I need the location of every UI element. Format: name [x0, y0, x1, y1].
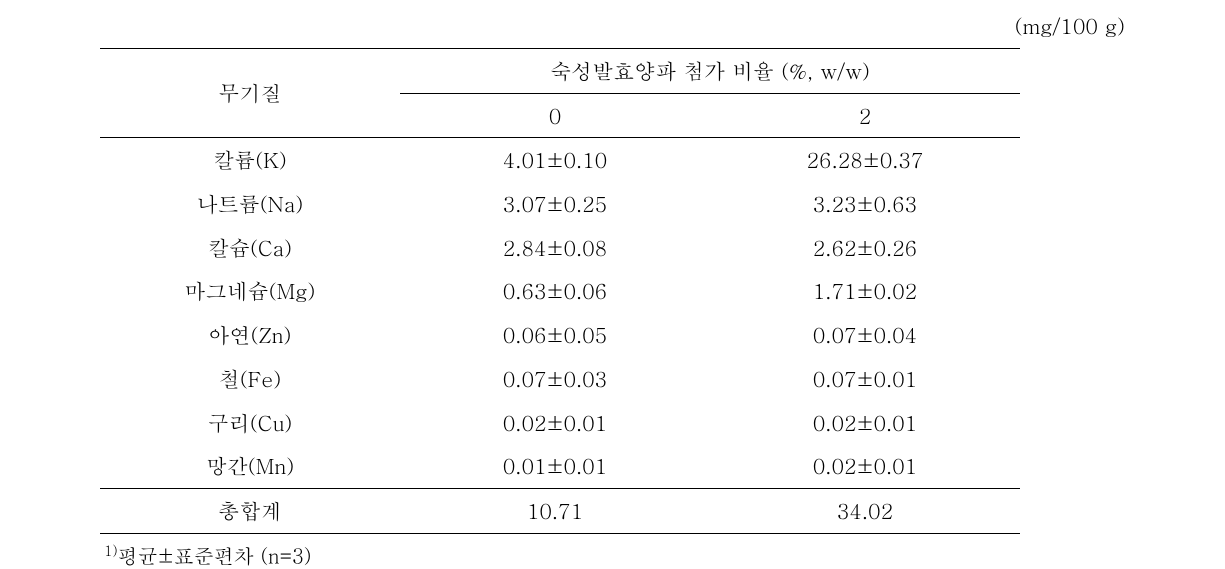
- row-value-2: 0.07±0.04: [710, 313, 1020, 357]
- table-row: 칼륨(K) 4.01±0.10 26.28±0.37: [100, 138, 1020, 182]
- row-label: 망간(Mn): [100, 444, 400, 488]
- table-row: 아연(Zn) 0.06±0.05 0.07±0.04: [100, 313, 1020, 357]
- row-value-2: 0.07±0.01: [710, 357, 1020, 401]
- table-row: 철(Fe) 0.07±0.03 0.07±0.01: [100, 357, 1020, 401]
- row-value-0: 0.63±0.06: [400, 269, 710, 313]
- row-header-label: 무기질: [100, 49, 400, 138]
- footnote: 1)평균±표준편차 (n=3): [100, 540, 1125, 569]
- group-header-label: 숙성발효양파 첨가 비율 (%, w/w): [400, 49, 1020, 94]
- row-value-2: 2.62±0.26: [710, 226, 1020, 270]
- row-value-2: 0.02±0.01: [710, 401, 1020, 445]
- total-value-2: 34.02: [710, 488, 1020, 533]
- table-row: 구리(Cu) 0.02±0.01 0.02±0.01: [100, 401, 1020, 445]
- row-value-0: 0.02±0.01: [400, 401, 710, 445]
- row-label: 아연(Zn): [100, 313, 400, 357]
- column-header-0: 0: [400, 93, 710, 138]
- table-total-row: 총합계 10.71 34.02: [100, 488, 1020, 533]
- row-value-2: 1.71±0.02: [710, 269, 1020, 313]
- row-value-2: 26.28±0.37: [710, 138, 1020, 182]
- row-value-2: 0.02±0.01: [710, 444, 1020, 488]
- row-value-0: 0.07±0.03: [400, 357, 710, 401]
- row-label: 칼슘(Ca): [100, 226, 400, 270]
- row-value-2: 3.23±0.63: [710, 182, 1020, 226]
- minerals-table: 무기질 숙성발효양파 첨가 비율 (%, w/w) 0 2 칼륨(K) 4.01…: [100, 48, 1020, 534]
- row-label: 마그네슘(Mg): [100, 269, 400, 313]
- unit-label: (mg/100 g): [100, 10, 1125, 40]
- row-value-0: 4.01±0.10: [400, 138, 710, 182]
- table-row: 마그네슘(Mg) 0.63±0.06 1.71±0.02: [100, 269, 1020, 313]
- row-value-0: 2.84±0.08: [400, 226, 710, 270]
- row-label: 나트륨(Na): [100, 182, 400, 226]
- column-header-2: 2: [710, 93, 1020, 138]
- row-label: 구리(Cu): [100, 401, 400, 445]
- row-value-0: 0.06±0.05: [400, 313, 710, 357]
- total-value-0: 10.71: [400, 488, 710, 533]
- footnote-text: 평균±표준편차 (n=3): [118, 540, 312, 569]
- total-label: 총합계: [100, 488, 400, 533]
- table-row: 망간(Mn) 0.01±0.01 0.02±0.01: [100, 444, 1020, 488]
- table-row: 칼슘(Ca) 2.84±0.08 2.62±0.26: [100, 226, 1020, 270]
- footnote-marker: 1): [104, 540, 118, 560]
- row-value-0: 0.01±0.01: [400, 444, 710, 488]
- row-label: 칼륨(K): [100, 138, 400, 182]
- row-value-0: 3.07±0.25: [400, 182, 710, 226]
- table-row: 나트륨(Na) 3.07±0.25 3.23±0.63: [100, 182, 1020, 226]
- row-label: 철(Fe): [100, 357, 400, 401]
